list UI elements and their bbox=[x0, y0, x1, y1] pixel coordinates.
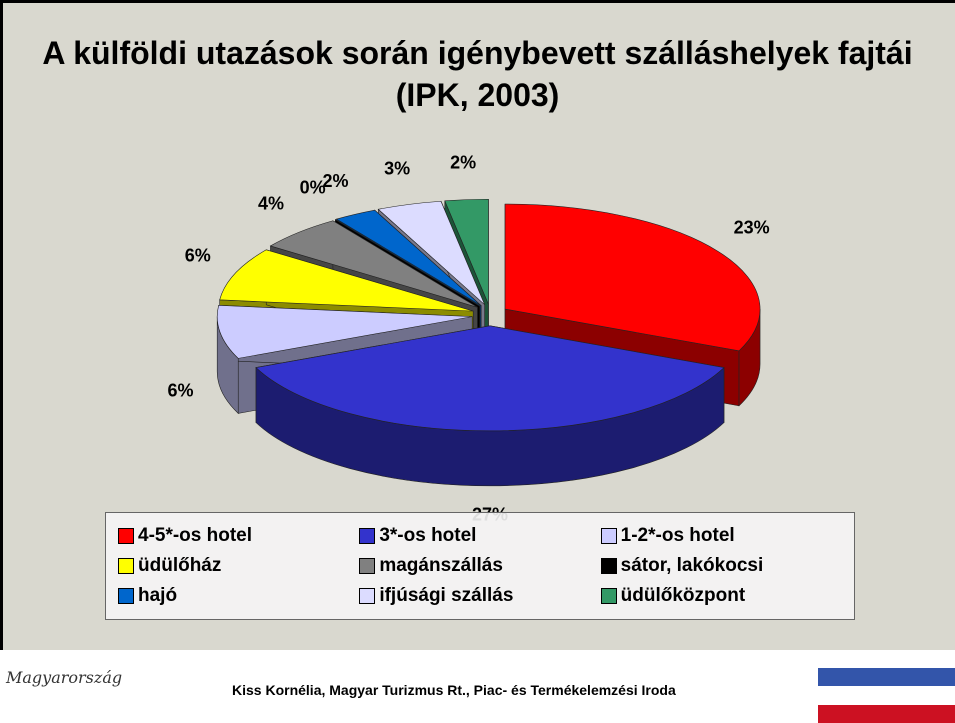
data-label: 3% bbox=[384, 159, 410, 179]
data-label: 2% bbox=[322, 171, 348, 191]
legend-swatch bbox=[359, 558, 376, 574]
legend-swatch bbox=[118, 588, 134, 604]
legend-label: 4-5*-os hotel bbox=[138, 525, 253, 546]
footer-text: Kiss Kornélia, Magyar Turizmus Rt., Piac… bbox=[232, 682, 676, 698]
data-label: 6% bbox=[168, 381, 194, 401]
legend-item: 4-5*-os hotel bbox=[118, 521, 359, 551]
data-label: 0% bbox=[300, 178, 326, 198]
legend-item: üdülőközpont bbox=[600, 581, 842, 611]
legend-item: 1-2*-os hotel bbox=[600, 521, 842, 551]
legend-label: 1-2*-os hotel bbox=[620, 525, 735, 546]
flag bbox=[818, 668, 955, 723]
slice bbox=[269, 220, 478, 308]
legend-label: magánszállás bbox=[379, 555, 503, 576]
legend-label: ifjúsági szállás bbox=[379, 585, 514, 606]
slice bbox=[255, 325, 725, 432]
slice bbox=[219, 249, 474, 312]
data-label: 4% bbox=[258, 194, 284, 214]
pie-chart: 23%27%6%6%4%0%2%3%2% bbox=[168, 152, 770, 524]
legend-swatch bbox=[118, 558, 134, 574]
legend-item: ifjúsági szállás bbox=[359, 581, 600, 611]
logo: Magyarország bbox=[6, 668, 123, 687]
slice bbox=[444, 198, 489, 305]
legend-item: üdülőház bbox=[118, 551, 359, 581]
slice bbox=[335, 209, 482, 306]
legend-item: sátor, lakókocsi bbox=[600, 551, 842, 581]
legend-item: hajó bbox=[118, 581, 359, 611]
data-label: 23% bbox=[734, 218, 770, 238]
slice bbox=[504, 203, 761, 352]
legend-item: magánszállás bbox=[359, 551, 600, 581]
legend-swatch bbox=[600, 558, 617, 574]
data-label: 2% bbox=[450, 152, 476, 172]
legend-swatch bbox=[600, 588, 617, 604]
legend-swatch bbox=[118, 528, 134, 544]
legend-label: üdülőközpont bbox=[620, 585, 746, 606]
legend-swatch bbox=[359, 588, 376, 604]
slice bbox=[216, 305, 473, 359]
legend-label: hajó bbox=[138, 585, 178, 606]
legend-item: 3*-os hotel bbox=[359, 521, 600, 551]
legend: 4-5*-os hotel 3*-os hotel 1-2*-os hotel üdü… bbox=[105, 512, 855, 620]
legend-label: sátor, lakókocsi bbox=[620, 555, 764, 576]
legend-label: üdülőház bbox=[138, 555, 222, 576]
legend-swatch bbox=[359, 528, 376, 544]
legend-label: 3*-os hotel bbox=[379, 525, 477, 546]
slice bbox=[377, 200, 485, 305]
chart-title: A külföldi utazások során igénybevett sz… bbox=[42, 35, 913, 113]
data-label: 6% bbox=[185, 246, 211, 266]
legend-swatch bbox=[600, 528, 617, 544]
